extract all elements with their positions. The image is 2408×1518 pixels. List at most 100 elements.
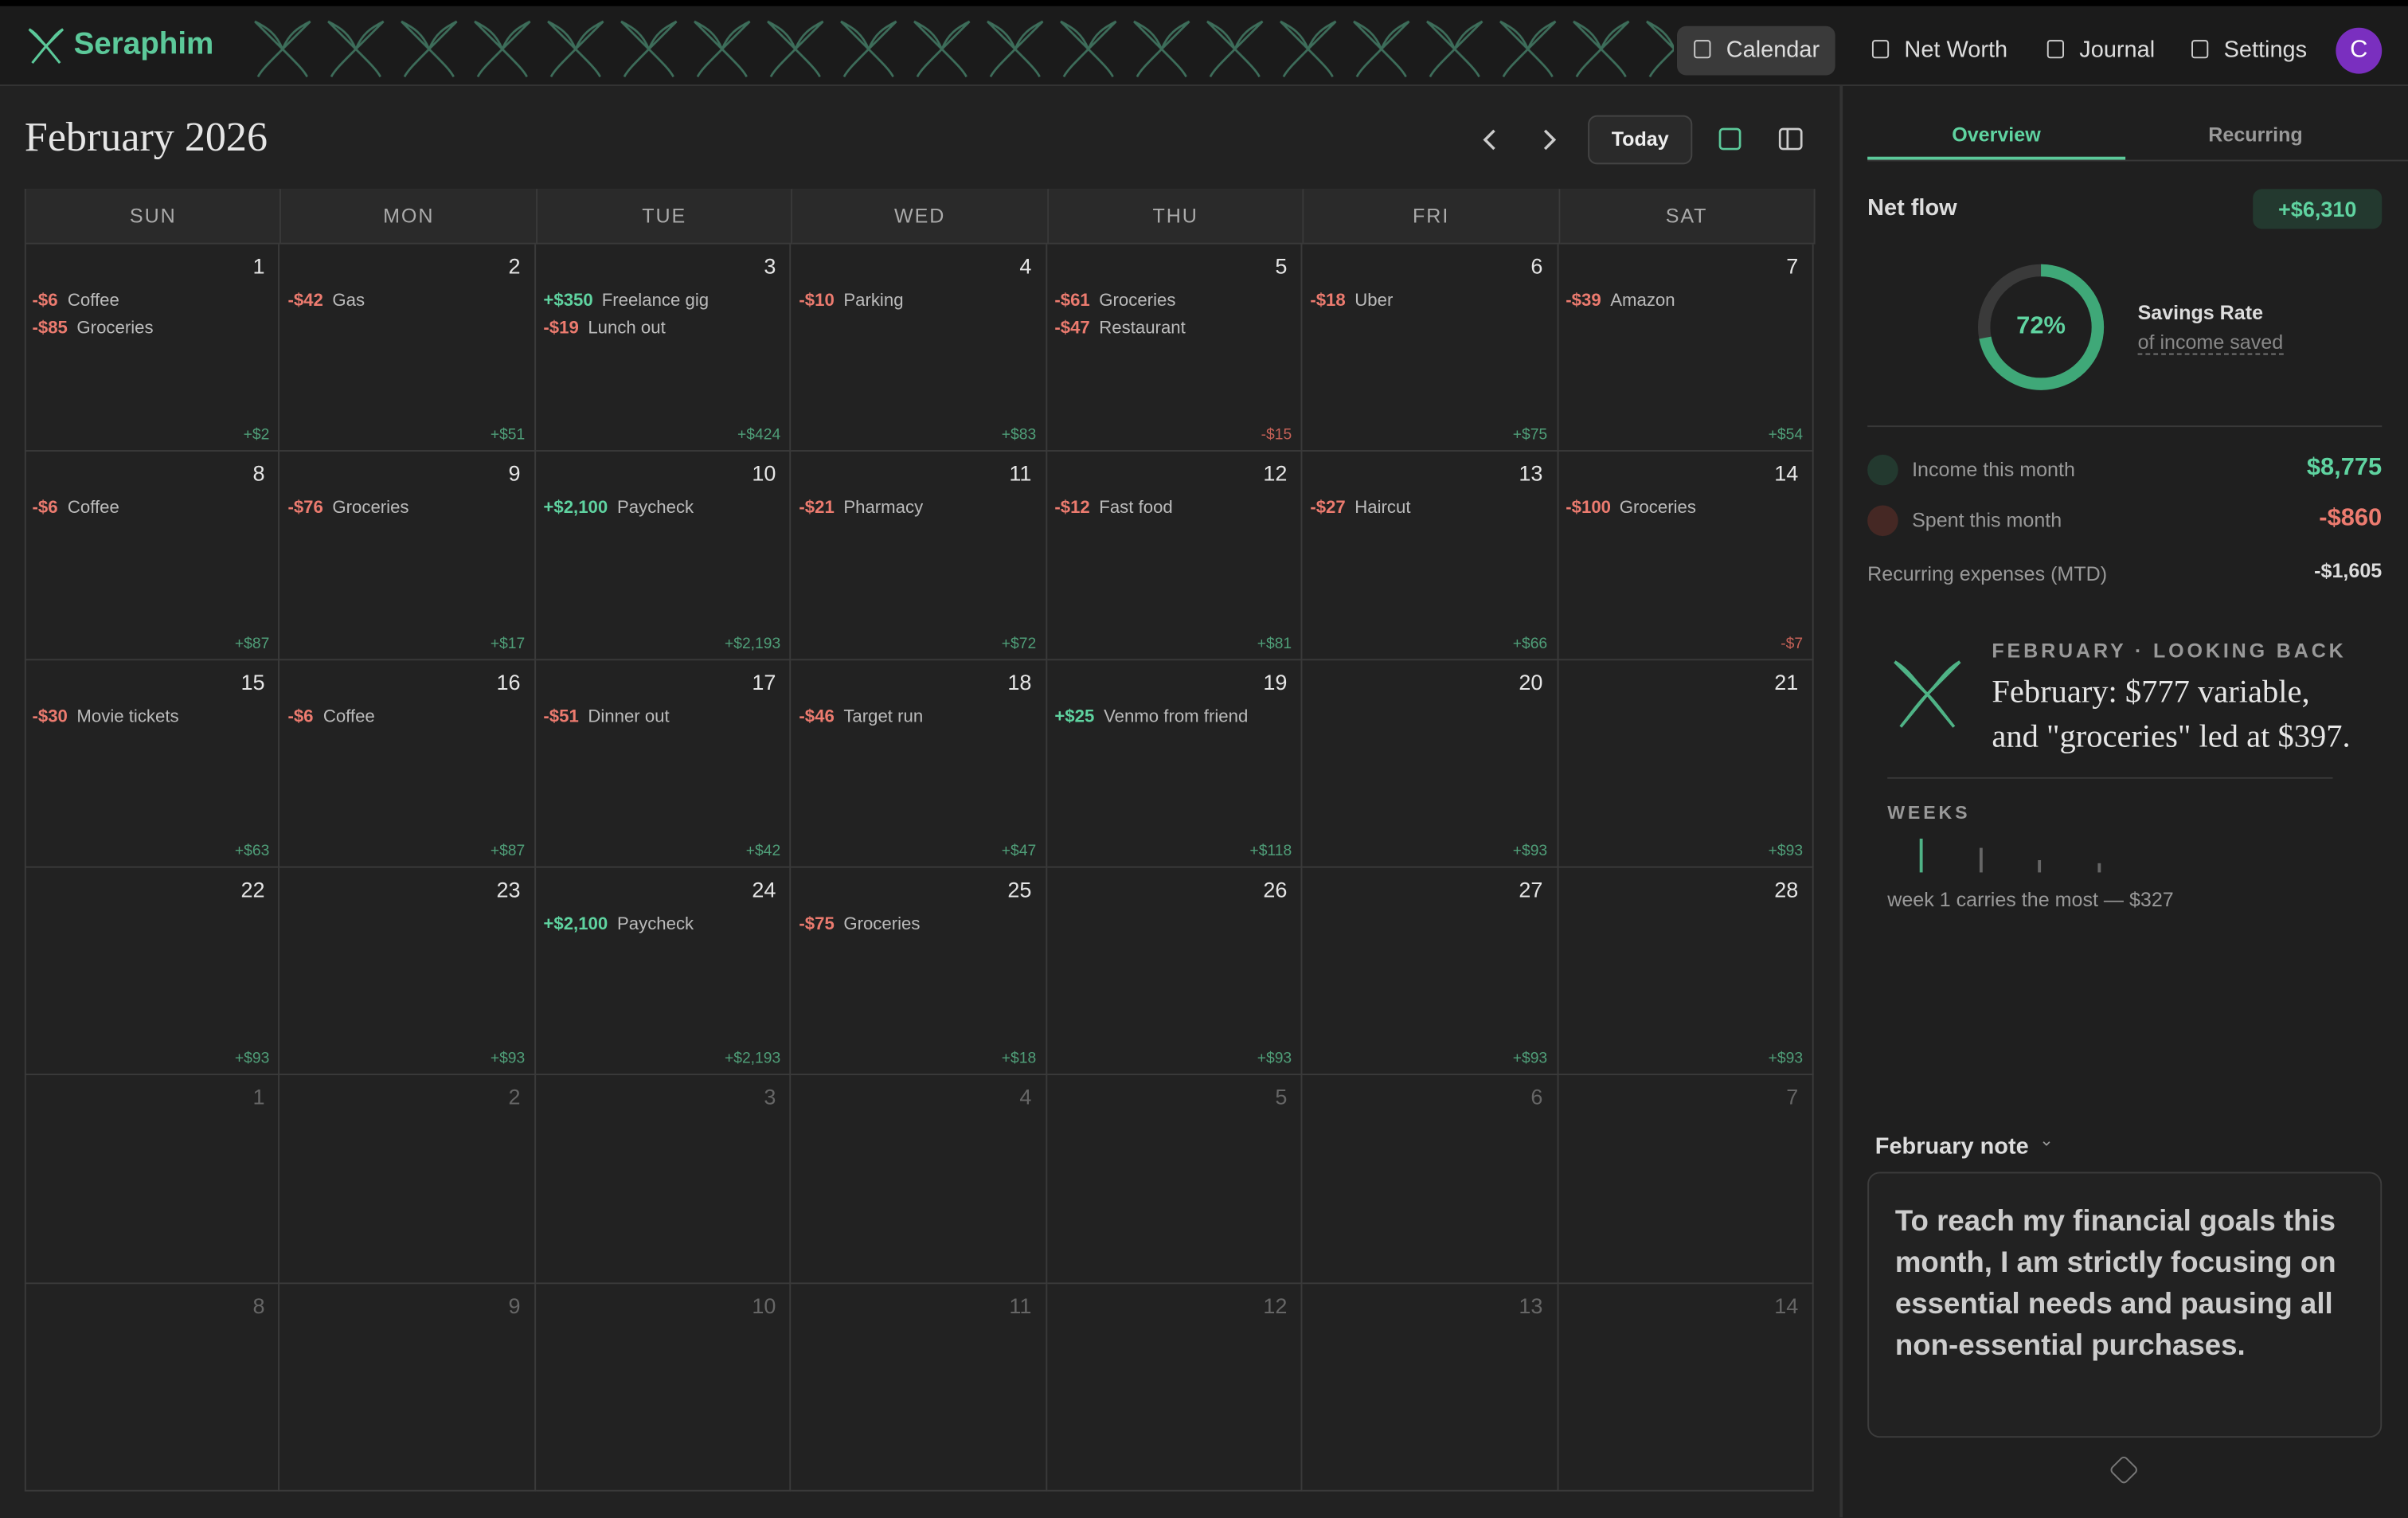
day-net: +$42 bbox=[745, 843, 781, 860]
day-cell[interactable]: 11 bbox=[791, 1283, 1047, 1492]
day-cell[interactable]: 12 bbox=[1046, 1283, 1303, 1492]
weekday-header: FRI bbox=[1304, 189, 1560, 245]
brand: Seraphim bbox=[73, 27, 214, 62]
day-cell[interactable]: 3 bbox=[535, 1075, 792, 1284]
day-cell[interactable]: 8 -$6 Coffee +$87 bbox=[24, 452, 280, 660]
transaction-amount: -$76 bbox=[287, 499, 323, 518]
transaction-amount: -$100 bbox=[1566, 499, 1612, 518]
lookback-kicker: FEBRUARY · LOOKING BACK bbox=[1992, 639, 2347, 663]
day-number-muted: 1 bbox=[252, 1085, 265, 1110]
nav-button[interactable]: Calendar bbox=[1676, 25, 1835, 76]
day-cell[interactable]: 10 +$2,100 Paycheck +$2,193 bbox=[535, 452, 792, 660]
day-net: +$87 bbox=[490, 843, 526, 860]
day-cell[interactable]: 24 +$2,100 Paycheck +$2,193 bbox=[535, 867, 792, 1076]
day-cell[interactable]: 18 -$46 Target run +$47 bbox=[791, 659, 1047, 868]
day-net: -$7 bbox=[1781, 635, 1804, 652]
savings-title: Savings Rate bbox=[2137, 300, 2264, 324]
day-net: +$17 bbox=[490, 635, 526, 652]
day-number-muted: 5 bbox=[1275, 1085, 1288, 1110]
day-net: +$63 bbox=[234, 843, 270, 860]
nav-button[interactable]: Net Worth bbox=[1855, 26, 2023, 76]
tab[interactable]: Overview bbox=[1952, 123, 2041, 147]
day-cell[interactable]: 16 -$6 Coffee +$87 bbox=[280, 659, 536, 868]
transaction-label: Coffee bbox=[67, 291, 119, 311]
day-number: 13 bbox=[1519, 461, 1543, 487]
transaction-label: Groceries bbox=[843, 915, 921, 934]
day-cell[interactable]: 14 bbox=[1558, 1283, 1814, 1492]
tab-underline bbox=[1867, 156, 2126, 160]
nav-icon bbox=[1871, 40, 1890, 59]
day-cell[interactable]: 11 -$21 Pharmacy +$72 bbox=[791, 452, 1047, 660]
day-cell[interactable]: 20 +$93 bbox=[1302, 659, 1558, 868]
transaction-label: Parking bbox=[843, 291, 904, 311]
day-cell[interactable]: 13 -$27 Haircut +$66 bbox=[1302, 452, 1558, 660]
day-cell[interactable]: 17 -$51 Dinner out +$42 bbox=[535, 659, 792, 868]
day-cell[interactable]: 6 -$18 Uber +$75 bbox=[1302, 244, 1558, 452]
day-cell[interactable]: 1 -$6 Coffee -$85 Groceries +$2 bbox=[24, 244, 280, 452]
prev-button[interactable] bbox=[1483, 129, 1495, 151]
transaction-label: Haircut bbox=[1354, 499, 1411, 518]
day-number: 18 bbox=[1007, 669, 1032, 694]
day-cell[interactable]: 12 -$12 Fast food +$81 bbox=[1046, 452, 1303, 660]
month-title: February 2026 bbox=[24, 113, 268, 160]
transaction-label: Groceries bbox=[1619, 499, 1696, 518]
day-cell[interactable]: 15 -$30 Movie tickets +$63 bbox=[24, 659, 280, 868]
sidebar-toggle-icon[interactable] bbox=[1778, 127, 1803, 151]
day-net: +$2,193 bbox=[724, 635, 781, 652]
day-cell[interactable]: 4 -$10 Parking +$83 bbox=[791, 244, 1047, 452]
day-number: 22 bbox=[240, 877, 265, 902]
note-text: To reach my financial goals this month, … bbox=[1894, 1205, 2336, 1363]
day-cell[interactable]: 10 bbox=[535, 1283, 792, 1492]
day-number: 15 bbox=[240, 669, 265, 694]
transaction-amount: -$21 bbox=[799, 499, 835, 518]
day-net: +$93 bbox=[490, 1050, 526, 1068]
footer-icon bbox=[2109, 1454, 2140, 1485]
stat-label: Recurring expenses (MTD) bbox=[1867, 561, 2108, 585]
today-button[interactable]: Today bbox=[1588, 115, 1693, 165]
day-cell[interactable]: 2 -$42 Gas +$51 bbox=[280, 244, 536, 452]
day-number: 24 bbox=[752, 877, 776, 902]
avatar[interactable]: C bbox=[2336, 27, 2383, 74]
day-cell[interactable]: 7 bbox=[1558, 1075, 1814, 1284]
day-cell[interactable]: 8 bbox=[24, 1283, 280, 1492]
day-cell[interactable]: 28 +$93 bbox=[1558, 867, 1814, 1076]
day-cell[interactable]: 9 -$76 Groceries +$17 bbox=[280, 452, 536, 660]
day-cell[interactable]: 4 bbox=[791, 1075, 1047, 1284]
day-cell[interactable]: 3 +$350 Freelance gig -$19 Lunch out +$424 bbox=[535, 244, 792, 452]
transaction-label: Target run bbox=[843, 707, 924, 726]
day-cell[interactable]: 1 bbox=[24, 1075, 280, 1284]
nav-button[interactable]: Settings bbox=[2175, 26, 2323, 76]
day-net: +$51 bbox=[490, 427, 526, 444]
transaction-amount: -$6 bbox=[32, 499, 58, 518]
day-cell[interactable]: 13 bbox=[1302, 1283, 1558, 1492]
transaction-label: Venmo from friend bbox=[1104, 707, 1249, 726]
day-cell[interactable]: 9 bbox=[280, 1283, 536, 1492]
day-cell[interactable]: 2 bbox=[280, 1075, 536, 1284]
tab[interactable]: Recurring bbox=[2208, 123, 2303, 147]
day-number: 6 bbox=[1530, 253, 1543, 279]
net-flow-label: Net flow bbox=[1867, 194, 1957, 221]
day-cell[interactable]: 5 bbox=[1046, 1075, 1303, 1284]
day-cell[interactable]: 26 +$93 bbox=[1046, 867, 1303, 1076]
next-button[interactable] bbox=[1543, 129, 1557, 151]
calendar-view-icon[interactable] bbox=[1718, 127, 1742, 151]
transaction-label: Lunch out bbox=[588, 319, 666, 338]
day-cell[interactable]: 23 +$93 bbox=[280, 867, 536, 1076]
day-cell[interactable]: 6 bbox=[1302, 1075, 1558, 1284]
day-cell[interactable]: 14 -$100 Groceries -$7 bbox=[1558, 452, 1814, 660]
day-cell[interactable]: 27 +$93 bbox=[1302, 867, 1558, 1076]
day-cell[interactable]: 22 +$93 bbox=[24, 867, 280, 1076]
day-cell[interactable]: 7 -$39 Amazon +$54 bbox=[1558, 244, 1814, 452]
day-cell[interactable]: 5 -$61 Groceries -$47 Restaurant -$15 bbox=[1046, 244, 1303, 452]
day-number-muted: 11 bbox=[1009, 1293, 1032, 1318]
day-number-muted: 4 bbox=[1019, 1085, 1032, 1110]
note-box[interactable]: To reach my financial goals this month, … bbox=[1867, 1172, 2383, 1438]
day-cell[interactable]: 21 +$93 bbox=[1558, 659, 1814, 868]
nav-button[interactable]: Journal bbox=[2031, 26, 2171, 76]
note-title[interactable]: February note bbox=[1874, 1133, 2029, 1160]
transaction-amount: +$25 bbox=[1054, 707, 1095, 726]
day-cell[interactable]: 25 -$75 Groceries +$18 bbox=[791, 867, 1047, 1076]
sidebar: Overview Recurring Net flow +$6,310 72% Savin… bbox=[1843, 85, 2408, 1518]
weekday-header: TUE bbox=[537, 189, 793, 245]
day-cell[interactable]: 19 +$25 Venmo from friend +$118 bbox=[1046, 659, 1303, 868]
